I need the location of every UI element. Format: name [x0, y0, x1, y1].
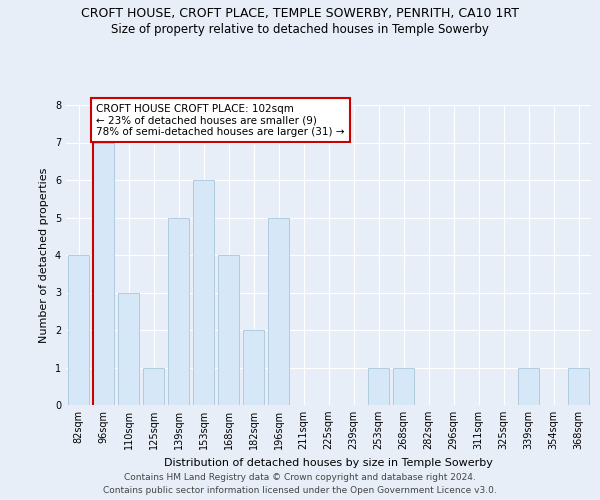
Bar	[518, 368, 539, 405]
Text: Contains public sector information licensed under the Open Government Licence v3: Contains public sector information licen…	[103, 486, 497, 495]
Bar	[168, 218, 189, 405]
Text: Contains HM Land Registry data © Crown copyright and database right 2024.: Contains HM Land Registry data © Crown c…	[124, 474, 476, 482]
Bar	[143, 368, 164, 405]
Text: Size of property relative to detached houses in Temple Sowerby: Size of property relative to detached ho…	[111, 22, 489, 36]
Bar	[193, 180, 214, 405]
Bar	[568, 368, 589, 405]
X-axis label: Distribution of detached houses by size in Temple Sowerby: Distribution of detached houses by size …	[164, 458, 493, 468]
Bar	[68, 255, 89, 405]
Bar	[243, 330, 264, 405]
Bar	[368, 368, 389, 405]
Bar	[268, 218, 289, 405]
Bar	[93, 142, 114, 405]
Y-axis label: Number of detached properties: Number of detached properties	[40, 168, 49, 342]
Bar	[218, 255, 239, 405]
Bar	[118, 292, 139, 405]
Text: CROFT HOUSE, CROFT PLACE, TEMPLE SOWERBY, PENRITH, CA10 1RT: CROFT HOUSE, CROFT PLACE, TEMPLE SOWERBY…	[81, 8, 519, 20]
Text: CROFT HOUSE CROFT PLACE: 102sqm
← 23% of detached houses are smaller (9)
78% of : CROFT HOUSE CROFT PLACE: 102sqm ← 23% of…	[96, 104, 344, 137]
Bar	[393, 368, 414, 405]
